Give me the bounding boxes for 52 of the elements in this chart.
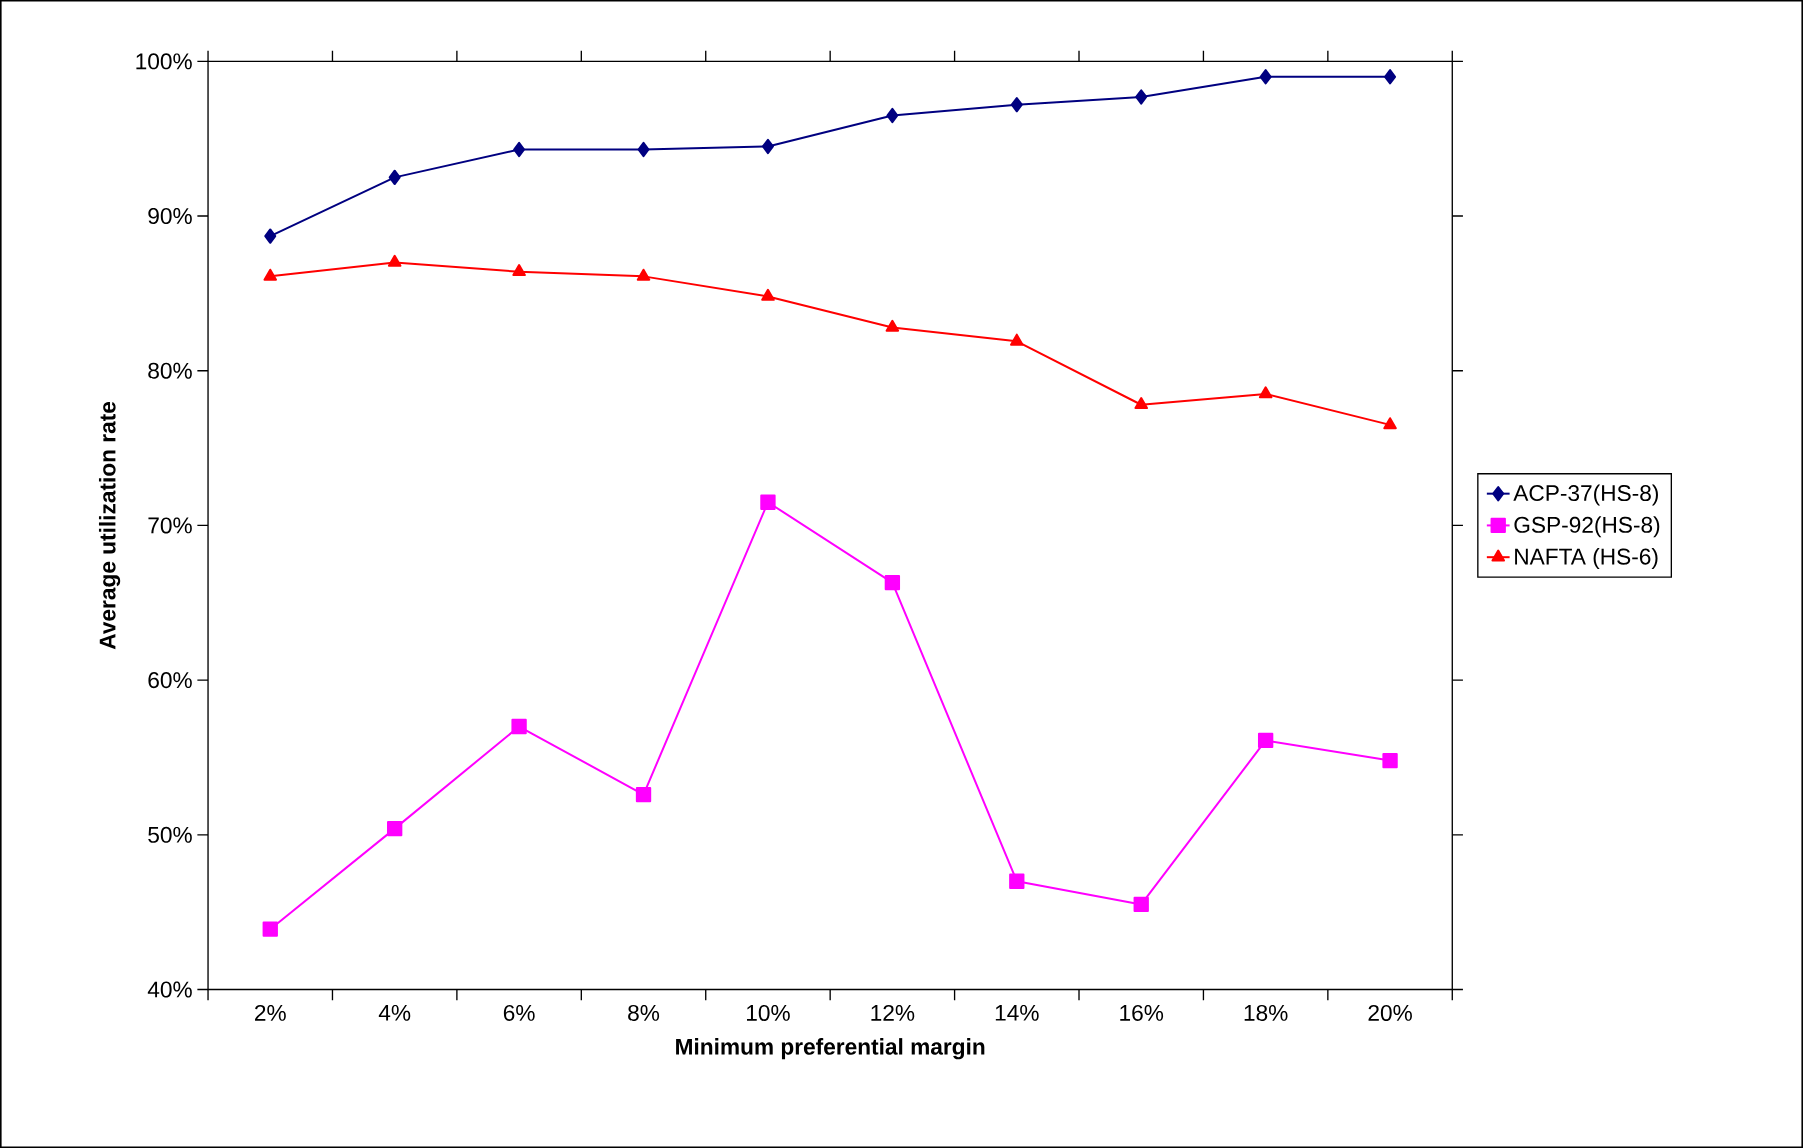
point (636, 268, 651, 281)
point (262, 921, 278, 937)
x-axis-title: Minimum preferential margin (676, 1038, 985, 1060)
point (264, 228, 277, 244)
point (1258, 386, 1273, 399)
point (635, 786, 652, 803)
point (886, 107, 899, 124)
point (1133, 896, 1149, 912)
point (1384, 69, 1397, 85)
point (387, 254, 402, 267)
point (1134, 397, 1148, 409)
point (1259, 69, 1272, 85)
point (263, 268, 278, 281)
point (1383, 417, 1397, 430)
legend-label: ACP-37(HS-8) (1513, 484, 1658, 506)
x-tick-label: 4% (378, 1004, 411, 1021)
x-tick-label: 8% (628, 1004, 660, 1021)
x-tick-label: 16% (1120, 1004, 1164, 1021)
point (1135, 89, 1148, 105)
y-tick-label: 90% (148, 207, 192, 224)
y-tick-label: 50% (148, 826, 192, 843)
point (761, 138, 774, 154)
point (1009, 873, 1025, 889)
point (1382, 752, 1398, 769)
point (885, 319, 900, 332)
point (387, 820, 403, 837)
legend-label: NAFTA (HS-6) (1515, 547, 1658, 569)
y-axis-title: Average utilization rate (98, 401, 121, 650)
y-tick-label: 40% (147, 981, 192, 998)
x-tick-label: 10% (747, 1004, 790, 1021)
y-tick-label: 60% (148, 671, 192, 689)
x-tick-label: 2% (255, 1004, 286, 1021)
point (388, 169, 401, 185)
point (1010, 333, 1024, 346)
point (511, 718, 527, 735)
point (884, 574, 901, 591)
point (513, 141, 526, 158)
legend-label: GSP-92(HS-8) (1514, 516, 1660, 538)
y-tick-label: 80% (148, 362, 192, 379)
point (1010, 96, 1023, 113)
point (1257, 732, 1274, 749)
x-tick-label: 12% (871, 1004, 915, 1021)
point (760, 494, 776, 510)
y-tick-label: 70% (148, 517, 192, 534)
point (512, 263, 526, 276)
x-tick-label: 6% (503, 1004, 535, 1021)
y-tick-label: 100% (136, 53, 192, 70)
point (637, 141, 650, 158)
point (761, 288, 775, 301)
x-tick-label: 18% (1244, 1004, 1288, 1021)
x-tick-label: 20% (1368, 1004, 1412, 1021)
x-tick-label: 14% (995, 1004, 1039, 1021)
